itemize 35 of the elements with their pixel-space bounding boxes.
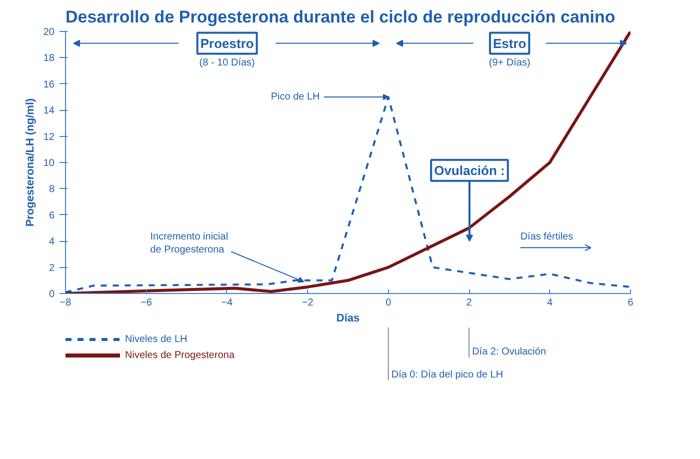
annotation: Incremento inicial de Progesterona xyxy=(150,231,228,256)
y-tick-label: 6 xyxy=(48,210,55,222)
x-tick-label: 2 xyxy=(466,298,472,308)
x-tick-label: −8 xyxy=(60,298,72,308)
text: Día 2: Ovulación xyxy=(472,346,546,358)
annotation: Proestro xyxy=(200,36,254,51)
text: Día 0: Día del pico de LH xyxy=(391,369,504,380)
y-tick-label: 0 xyxy=(48,289,55,300)
text: Niveles de Progesterona xyxy=(125,349,235,361)
y-tick-label: 20 xyxy=(43,27,55,38)
chart-title: Desarrollo de Progesterona durante el ciclo de reproducción canino xyxy=(66,8,616,26)
x-tick-label: −4 xyxy=(221,298,234,308)
x-tick-label: −2 xyxy=(302,298,314,308)
line-series xyxy=(66,32,630,294)
annotation: Pico de LH xyxy=(270,92,320,102)
y-axis-title: Progesterona/LH (ng/ml) xyxy=(24,98,36,227)
x-tick-label: 4 xyxy=(547,298,554,308)
annotation: (8 - 10 Días) xyxy=(199,57,255,68)
x-axis-title: Días xyxy=(336,312,360,324)
x-tick-label: 0 xyxy=(386,298,392,308)
annotation: Estro xyxy=(492,36,526,51)
annotation: Ovulación : xyxy=(434,162,505,178)
y-tick-label: 14 xyxy=(43,106,55,117)
annotation: Días fértiles xyxy=(520,231,574,242)
y-tick-label: 18 xyxy=(43,53,55,64)
y-tick-label: 10 xyxy=(43,158,55,169)
x-tick-label: −6 xyxy=(140,298,152,308)
y-tick-label: 16 xyxy=(43,79,55,90)
y-tick-label: 8 xyxy=(48,184,55,196)
annotation: (9+ Días) xyxy=(488,57,530,68)
text: Niveles de LH xyxy=(125,333,188,345)
y-tick-label: 4 xyxy=(48,236,55,248)
y-tick-label: 2 xyxy=(48,262,55,274)
x-tick-label: 6 xyxy=(628,298,634,308)
y-tick-label: 12 xyxy=(43,132,55,143)
